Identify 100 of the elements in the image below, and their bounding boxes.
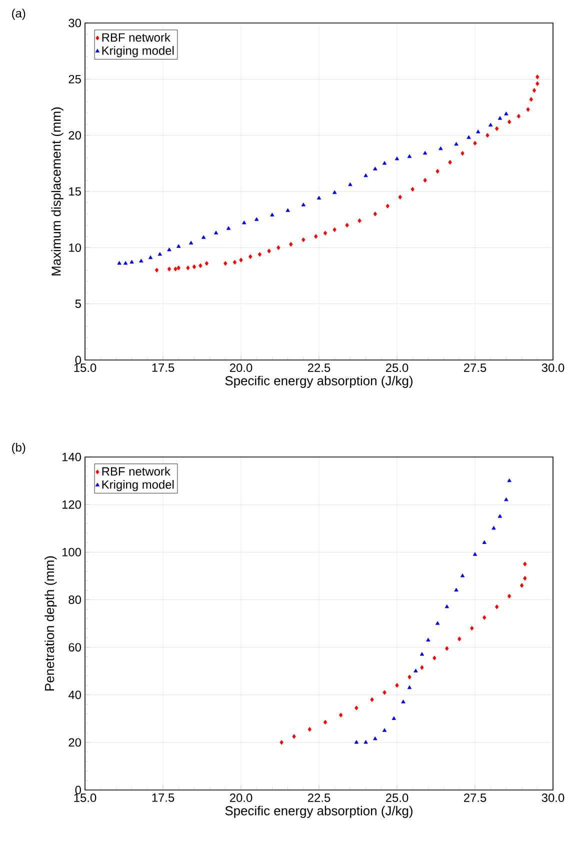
point [526,107,530,112]
point [186,266,190,270]
x-tick-label: 20.0 [230,794,252,802]
y-tick-label: 0 [75,356,82,364]
point [445,646,449,651]
point [420,665,424,670]
point [192,264,196,270]
point [348,182,352,186]
y-tick-label: 25 [68,74,81,84]
point [386,204,390,208]
point [504,497,508,502]
point [482,615,486,620]
x-tick-label: 25.0 [386,364,408,372]
point [507,478,512,482]
x-tick-label: 17.5 [152,794,174,802]
x-axis-title: Specific energy absorption (J/kg) [225,806,412,818]
point [536,74,540,80]
point [316,196,322,200]
chart-title: (b) [12,442,26,454]
point [504,112,508,116]
point [486,132,490,138]
point [392,716,396,720]
point [174,266,178,272]
x-tick-label: 22.5 [308,364,330,372]
point [408,674,412,680]
y-tick-label: 40 [68,690,82,700]
point [239,258,243,262]
point [224,261,228,266]
y-tick-label: 0 [75,786,82,794]
y-tick-label: 10 [69,243,82,252]
point [117,261,122,265]
x-tick-label: 25.0 [386,794,408,802]
point [423,178,427,183]
point [308,726,312,732]
point [232,260,237,265]
point [354,706,358,710]
x-tick-label: 30.0 [542,794,564,802]
x-tick-label: 30.0 [542,364,564,372]
point [473,140,477,146]
point [532,88,536,93]
point [420,652,424,656]
point [401,700,406,704]
point [498,514,502,518]
x-tick-label: 27.5 [464,794,486,802]
point [454,588,458,592]
point [460,150,464,156]
point [286,208,290,212]
point [410,186,414,192]
point [158,252,162,256]
legend-label: RBF network [102,32,170,42]
point [523,576,527,581]
point [507,119,512,124]
point [276,245,280,250]
point [482,540,486,544]
point [488,122,493,127]
point [323,720,328,725]
point [407,154,412,158]
y-tick-label: 80 [68,595,82,604]
y-axis-title: Penetration depth (mm) [44,556,57,690]
y-tick-label: 100 [62,548,82,556]
point [242,220,246,224]
point [523,562,527,566]
x-tick-label: 22.5 [308,794,330,802]
point [458,636,462,642]
point [394,156,400,160]
point [154,268,159,273]
point [395,682,399,688]
point [226,226,231,230]
point [280,740,284,745]
point [289,242,293,247]
point [176,266,180,270]
legend-label: Kriging model [102,480,174,492]
legend-label: Kriging model [102,46,174,58]
point [339,712,343,718]
x-tick-label: 15.0 [74,794,96,802]
point [444,604,450,608]
point [492,526,496,530]
point [472,552,478,556]
point [248,254,252,260]
point [198,263,202,268]
point [382,728,387,732]
y-tick-label: 20 [68,131,82,140]
point [438,146,443,150]
point [454,142,458,146]
point [398,194,402,200]
point [498,116,502,120]
point [176,244,181,248]
point [476,130,480,134]
point [407,685,412,690]
y-tick-label: 30 [68,18,82,28]
point [495,604,499,610]
point [332,227,336,232]
x-axis-title: Specific energy absorption (J/kg) [225,376,412,388]
point [470,626,474,631]
x-tick-label: 15.0 [74,364,96,372]
x-tick-label: 20.0 [230,364,252,372]
point [460,574,465,578]
point [432,656,436,660]
y-tick-label: 120 [62,500,82,509]
legend-label: RBF network [102,466,170,476]
